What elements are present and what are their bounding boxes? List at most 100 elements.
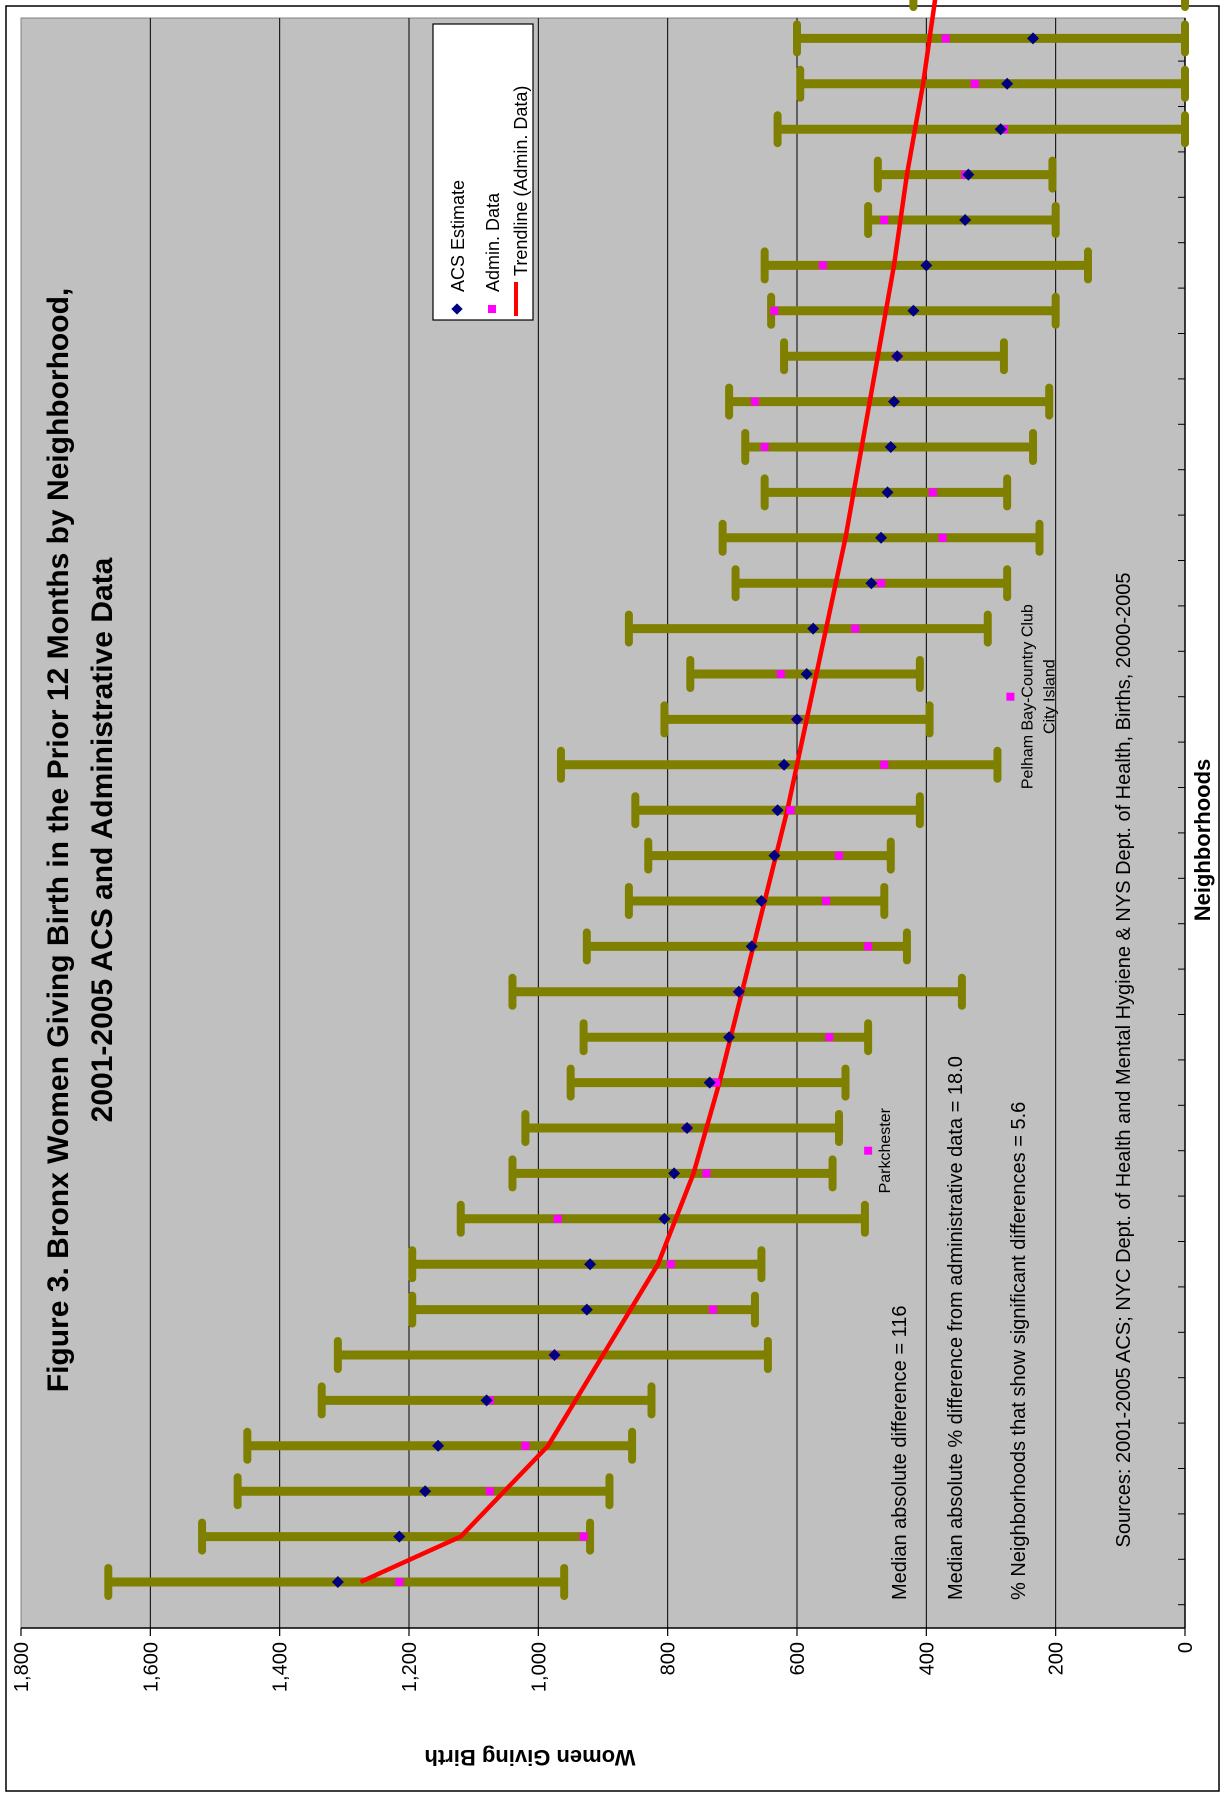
legend-item-trend: Trendline (Admin. Data) bbox=[511, 86, 531, 316]
acs-point bbox=[907, 304, 920, 317]
y-tick-label: 1,400 bbox=[270, 1642, 292, 1692]
admin-point bbox=[938, 533, 947, 542]
acs-point bbox=[723, 1031, 736, 1044]
admin-point bbox=[877, 579, 886, 588]
source-note: Sources: 2001-2005 ACS; NYC Dept. of Hea… bbox=[1113, 573, 1135, 1548]
legend-box bbox=[432, 23, 534, 321]
y-tick-label: 1,800 bbox=[11, 1642, 33, 1692]
acs-point bbox=[755, 895, 768, 907]
y-tick-label: 600 bbox=[787, 1642, 809, 1675]
acs-point bbox=[771, 804, 784, 817]
legend: ACS Estimate Admin. Data Trendline (Admi… bbox=[432, 23, 534, 321]
admin-point bbox=[702, 1169, 711, 1178]
admin-point bbox=[786, 806, 795, 815]
acs-point bbox=[584, 1258, 597, 1271]
acs-point bbox=[548, 1349, 561, 1361]
admin-point bbox=[760, 443, 769, 451]
acs-point bbox=[791, 713, 803, 726]
outlier-label: City Island bbox=[1041, 659, 1058, 734]
admin-point bbox=[521, 1441, 530, 1450]
acs-point bbox=[768, 849, 781, 862]
admin-point bbox=[880, 216, 889, 224]
acs-point bbox=[432, 1439, 445, 1452]
acs-point bbox=[480, 1394, 493, 1407]
y-axis-title: Women Giving Birth bbox=[424, 1745, 635, 1770]
legend-item-admin: Admin. Data bbox=[483, 192, 503, 313]
outlier-label: Parkchester bbox=[877, 1107, 894, 1193]
admin-point bbox=[770, 306, 779, 315]
acs-point bbox=[891, 350, 904, 363]
legend-admin-marker bbox=[488, 305, 496, 313]
acs-point bbox=[881, 486, 894, 499]
acs-point bbox=[331, 1576, 344, 1588]
admin-point bbox=[835, 851, 844, 860]
acs-point bbox=[884, 441, 897, 453]
acs-point bbox=[959, 214, 972, 226]
acs-point bbox=[703, 1076, 716, 1089]
outlier-labels: Parkchester Pelham Bay-Country Club City I… bbox=[864, 604, 1058, 1193]
legend-acs-label: ACS Estimate bbox=[448, 180, 468, 292]
acs-point bbox=[888, 395, 900, 408]
plot-area bbox=[20, 17, 1186, 1629]
y-tick-label: 0 bbox=[1175, 1642, 1197, 1653]
acs-point bbox=[658, 1212, 671, 1225]
admin-point bbox=[818, 261, 827, 270]
x-axis-ticks bbox=[1178, 60, 1185, 1606]
legend-admin-label: Admin. Data bbox=[483, 192, 503, 292]
y-tick-label: 1,600 bbox=[140, 1642, 162, 1692]
admin-point bbox=[825, 1033, 834, 1042]
y-tick-label: 400 bbox=[916, 1642, 938, 1675]
acs-point bbox=[865, 577, 878, 590]
acs-point bbox=[800, 668, 813, 680]
admin-point bbox=[776, 670, 785, 678]
annotation-significant: % Neighborhoods that show significant di… bbox=[1008, 1102, 1030, 1600]
acs-point bbox=[807, 622, 820, 635]
admin-point bbox=[708, 1305, 717, 1314]
acs-point bbox=[994, 123, 1007, 136]
annotation-median-pct: Median absolute % difference from admini… bbox=[945, 1056, 967, 1600]
y-tick-label: 800 bbox=[658, 1642, 680, 1675]
y-axis: 0 200 400 600 800 1,000 1,200 1,400 1,600 1,800 bbox=[11, 18, 1197, 1692]
admin-point bbox=[851, 624, 860, 633]
chart-title-line1: Figure 3. Bronx Women Giving Birth in th… bbox=[42, 288, 75, 1393]
admin-point bbox=[395, 1578, 404, 1586]
admin-point bbox=[666, 1260, 675, 1269]
grid-lines bbox=[149, 18, 1057, 1628]
admin-point bbox=[928, 488, 937, 497]
admin-point bbox=[880, 760, 889, 769]
outlier-point bbox=[1006, 692, 1015, 701]
acs-points bbox=[331, 32, 1040, 1588]
y-tick-label: 200 bbox=[1046, 1642, 1068, 1675]
acs-point bbox=[962, 168, 975, 181]
rotated-text: Figure 3. Bronx Women Giving Birth in th… bbox=[42, 288, 1215, 1600]
acs-point bbox=[681, 1122, 694, 1134]
x-axis-title: Neighborhoods bbox=[1190, 759, 1215, 922]
admin-point bbox=[941, 34, 950, 43]
chart-title-line2: 2001-2005 ACS and Administrative Data bbox=[86, 557, 119, 1122]
legend-trend-label: Trendline (Admin. Data) bbox=[511, 86, 531, 276]
acs-point bbox=[920, 259, 933, 272]
admin-point bbox=[864, 942, 873, 951]
acs-point bbox=[1001, 77, 1014, 90]
acs-point bbox=[419, 1485, 432, 1498]
y-tick-label: 1,000 bbox=[528, 1642, 550, 1692]
admin-point bbox=[579, 1532, 588, 1541]
annotation-median-abs: Median absolute difference = 116 bbox=[889, 1306, 911, 1600]
acs-point bbox=[1027, 32, 1040, 45]
y-tick-label: 1,200 bbox=[399, 1642, 421, 1692]
admin-point bbox=[712, 1078, 721, 1087]
admin-point bbox=[553, 1214, 562, 1223]
admin-point bbox=[822, 897, 831, 905]
acs-point bbox=[732, 985, 745, 998]
acs-point bbox=[393, 1530, 406, 1543]
acs-point bbox=[668, 1167, 681, 1180]
admin-point bbox=[750, 397, 759, 406]
acs-point bbox=[580, 1303, 593, 1316]
acs-point bbox=[745, 940, 758, 953]
admin-point bbox=[970, 79, 979, 88]
outlier-point bbox=[864, 1146, 873, 1155]
outlier-label: Pelham Bay-Country Club bbox=[1019, 604, 1036, 789]
admin-point bbox=[485, 1487, 494, 1496]
acs-point bbox=[778, 758, 791, 771]
